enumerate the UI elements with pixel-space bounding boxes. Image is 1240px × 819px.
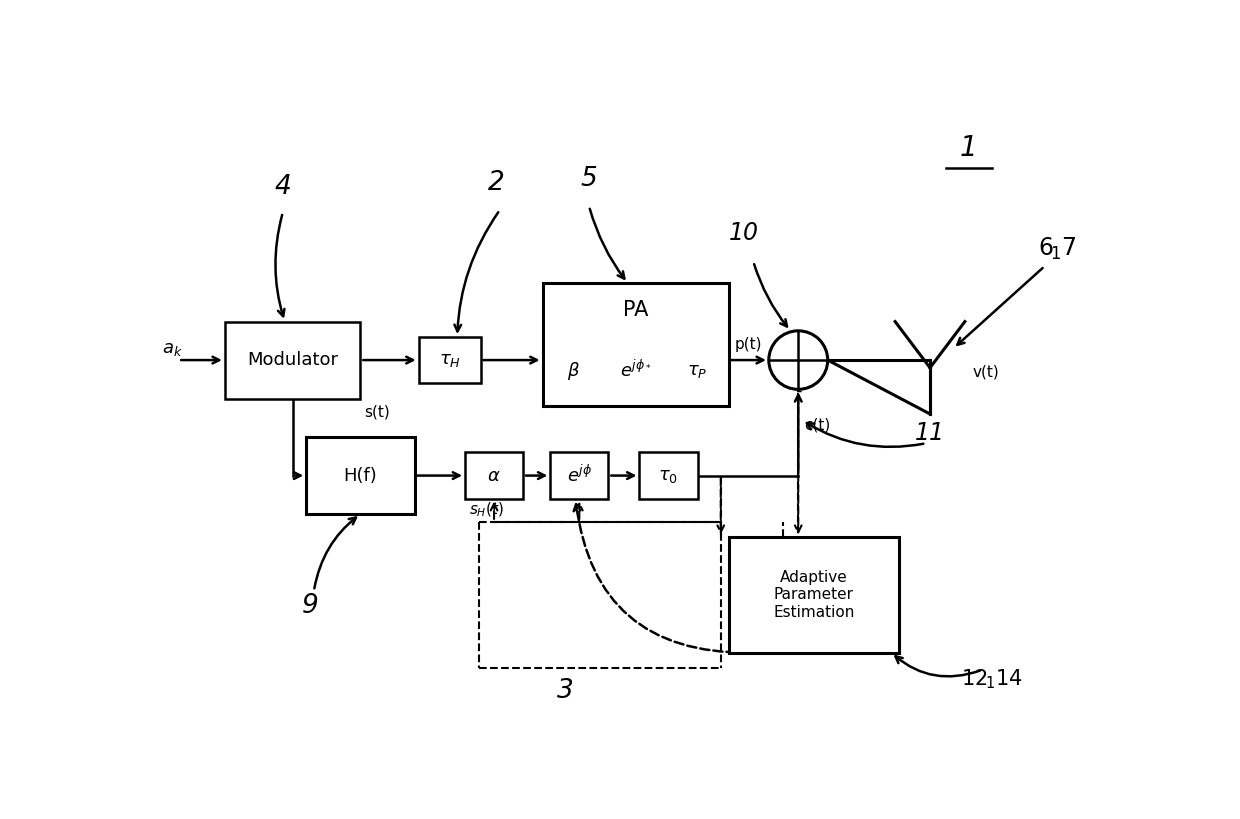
Bar	[729, 537, 899, 653]
Text: 4: 4	[274, 174, 291, 200]
Text: s(t): s(t)	[365, 405, 391, 420]
Text: 11: 11	[915, 421, 945, 446]
Text: Adaptive
Parameter
Estimation: Adaptive Parameter Estimation	[773, 570, 854, 620]
Text: $\beta$: $\beta$	[567, 360, 580, 382]
Text: 9: 9	[301, 594, 319, 619]
Text: $e^{j\phi}$: $e^{j\phi}$	[567, 465, 591, 486]
Bar	[640, 452, 697, 499]
Text: $6_{\!1}7$: $6_{\!1}7$	[1038, 235, 1078, 261]
Text: $a_k$: $a_k$	[161, 340, 182, 358]
Text: $e^{j\phi_*}$: $e^{j\phi_*}$	[620, 360, 651, 381]
Text: v(t): v(t)	[972, 364, 999, 379]
Text: -: -	[795, 382, 801, 400]
Text: PA: PA	[622, 301, 649, 320]
Bar	[465, 452, 523, 499]
Text: 1: 1	[960, 134, 977, 162]
Text: 3: 3	[557, 678, 574, 704]
Text: 10: 10	[729, 221, 759, 245]
Bar	[551, 452, 609, 499]
Bar	[419, 337, 481, 383]
Text: 2: 2	[487, 170, 505, 196]
Bar	[224, 322, 361, 399]
Text: p(t): p(t)	[734, 337, 763, 352]
Text: H(f): H(f)	[343, 467, 377, 485]
Bar	[543, 283, 729, 406]
Text: $\tau_0$: $\tau_0$	[658, 467, 678, 485]
Text: $s_H(t)$: $s_H(t)$	[469, 500, 503, 518]
Text: 5: 5	[580, 166, 598, 192]
Text: $\alpha$: $\alpha$	[487, 467, 501, 485]
Text: Modulator: Modulator	[247, 351, 339, 369]
Text: c(t): c(t)	[805, 417, 831, 432]
Bar	[306, 437, 414, 514]
Text: $\tau_H$: $\tau_H$	[439, 351, 460, 369]
Text: $\tau_P$: $\tau_P$	[687, 361, 708, 379]
Text: $12_{\!1}14$: $12_{\!1}14$	[961, 667, 1023, 691]
